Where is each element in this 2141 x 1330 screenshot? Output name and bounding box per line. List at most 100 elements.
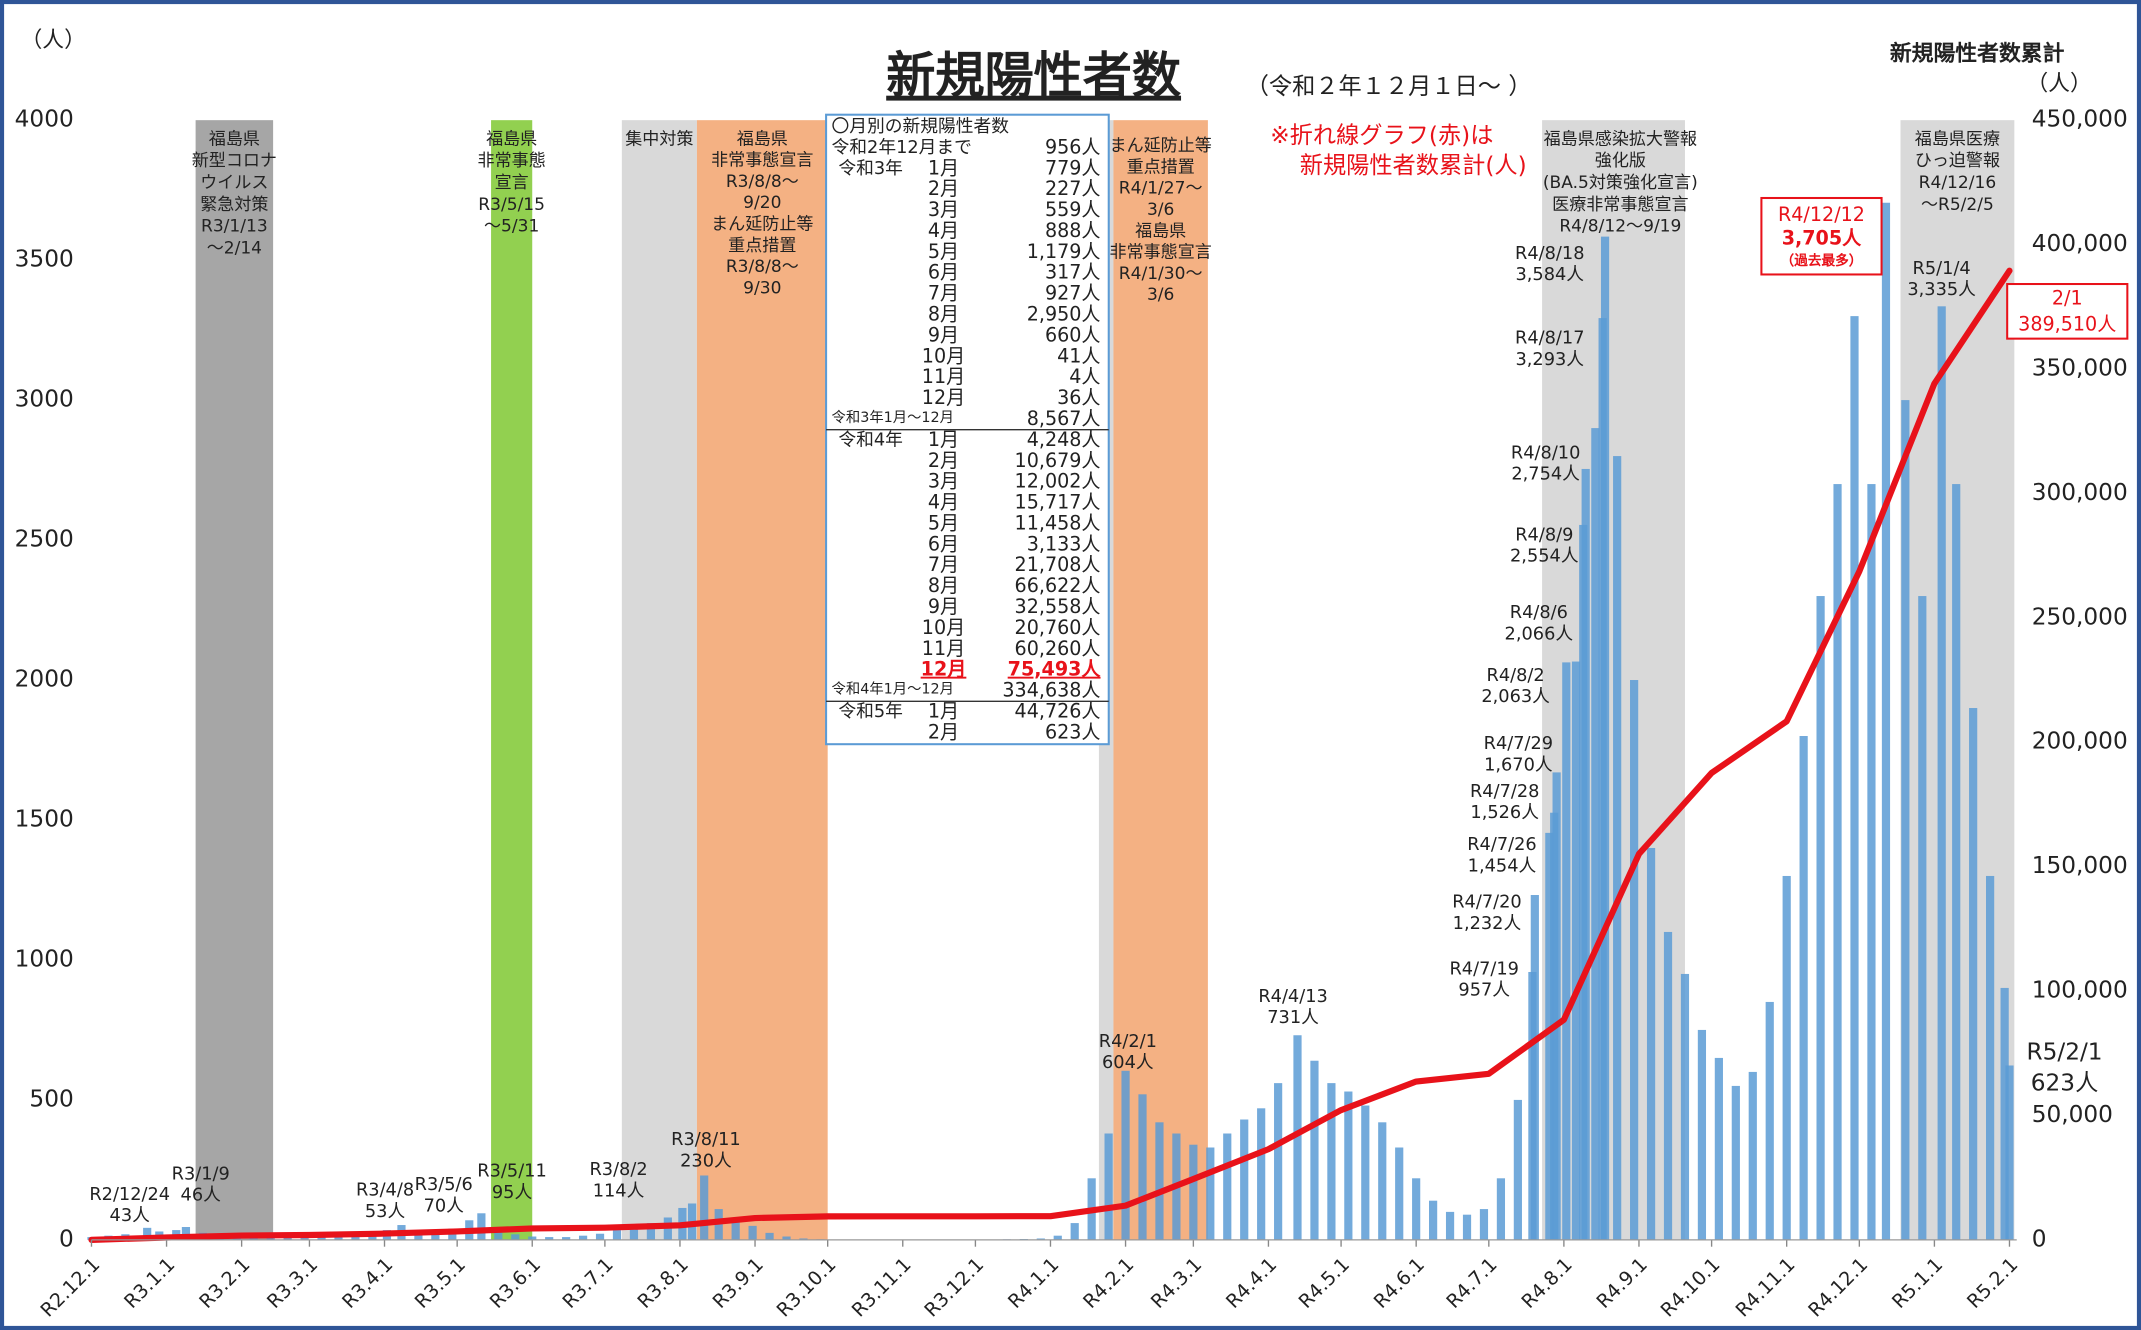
table-month: 9月 — [928, 595, 959, 618]
bar — [1053, 1235, 1062, 1240]
bar — [1240, 1119, 1249, 1240]
bar — [1513, 1099, 1522, 1240]
table-total-label: 令和4年1月～12月 — [832, 681, 954, 698]
chart-title: 新規陽性者数 — [886, 47, 1182, 105]
bar — [266, 1238, 275, 1240]
bar — [1748, 1071, 1757, 1240]
bar — [700, 1175, 709, 1240]
table-value: 2,950人 — [1027, 303, 1101, 326]
table-value: 10,679人 — [1015, 449, 1101, 472]
period-label: まん延防止等 — [711, 214, 813, 234]
y2-tick-label: 150,000 — [2032, 852, 2128, 879]
table-value: 4人 — [1069, 365, 1100, 388]
bar — [431, 1231, 440, 1240]
bar — [1816, 596, 1825, 1240]
bar — [1986, 875, 1995, 1240]
annotation: R4/7/20 — [1452, 893, 1521, 913]
table-title: 〇月別の新規陽性者数 — [832, 116, 1010, 137]
annotation: 53人 — [365, 1201, 406, 1222]
table-month: 8月 — [928, 303, 959, 326]
bar — [612, 1230, 622, 1240]
annotation: R4/4/13 — [1258, 987, 1327, 1007]
bar — [1121, 1070, 1130, 1240]
period-band — [1113, 120, 1208, 1240]
y-unit: （人） — [20, 28, 85, 53]
table-month: 12月 — [922, 386, 965, 409]
annotation: R4/2/1 — [1099, 1032, 1157, 1052]
bar — [1104, 1133, 1113, 1240]
table-month: 7月 — [928, 282, 959, 305]
table-month: 9月 — [928, 323, 959, 346]
bar — [1881, 202, 1891, 1240]
table-value: 66,622人 — [1015, 574, 1101, 597]
period-label: 重点措置 — [728, 236, 796, 256]
annotation: 2,554人 — [1510, 545, 1579, 566]
period-label: 3/6 — [1147, 285, 1174, 305]
y-tick-label: 3000 — [15, 386, 74, 413]
chart-subtitle: （令和２年１２月１日～ ） — [1246, 73, 1532, 100]
bar — [1223, 1133, 1232, 1240]
note: ※折れ線グラフ(赤)は — [1270, 122, 1493, 149]
y-tick-label: 500 — [29, 1085, 73, 1112]
annotation: 3,584人 — [1515, 264, 1584, 285]
period-label: R4/1/27～ — [1119, 179, 1203, 199]
annotation: R4/8/10 — [1511, 443, 1580, 463]
period-label: 医療非常事態宣言 — [1552, 195, 1688, 215]
bar — [1036, 1238, 1045, 1240]
bar — [595, 1233, 605, 1240]
y-tick-label: 1500 — [15, 805, 74, 832]
bar — [1581, 468, 1590, 1240]
period-label: 3/6 — [1147, 200, 1174, 220]
bar — [1782, 875, 1791, 1240]
period-label: 福島県 — [209, 129, 260, 149]
y2-tick-label: 50,000 — [2032, 1101, 2113, 1128]
period-label: R3/8/8～ — [726, 172, 799, 192]
bar — [1969, 708, 1978, 1240]
bar — [1937, 306, 1946, 1240]
bar — [1552, 772, 1561, 1240]
period-label: 非常事態宣言 — [711, 151, 813, 171]
period-label: ひっ迫警報 — [1915, 151, 2000, 171]
bar — [765, 1232, 774, 1240]
y2-tick-label: 100,000 — [2032, 977, 2128, 1004]
period-label: 福島県 — [737, 129, 788, 149]
bar — [1663, 931, 1673, 1240]
annotation: 1,232人 — [1453, 913, 1522, 934]
bar — [528, 1236, 537, 1240]
table-month: 7月 — [928, 553, 959, 576]
table-month: 1月 — [928, 699, 959, 722]
bar — [1545, 832, 1554, 1240]
y-tick-label: 2500 — [15, 526, 74, 553]
bar — [578, 1235, 588, 1240]
period-band — [195, 120, 274, 1240]
annotation: R3/4/8 — [356, 1181, 414, 1201]
table-month: 5月 — [928, 511, 959, 534]
table-value: 20,760人 — [1015, 616, 1101, 639]
bar — [1530, 895, 1539, 1240]
table-month: 4月 — [928, 491, 959, 514]
peak-box — [1760, 196, 1883, 276]
table-group: 令和2年12月まで — [832, 137, 972, 158]
table-value: 8,567人 — [1027, 407, 1101, 430]
period-label: 非常事態 — [478, 151, 546, 171]
table-value: 44,726人 — [1015, 699, 1101, 722]
bar — [1867, 484, 1876, 1240]
bar — [1952, 484, 1961, 1240]
bar — [1731, 1085, 1740, 1240]
bar — [562, 1237, 571, 1240]
bar — [477, 1213, 486, 1240]
y2-tick-label: 350,000 — [2032, 354, 2128, 381]
bar — [1591, 428, 1600, 1240]
latest-cumulative: 2/1 — [2052, 287, 2083, 310]
bar — [1361, 1105, 1370, 1240]
bar — [1799, 736, 1808, 1240]
annotation: R3/5/6 — [415, 1175, 473, 1195]
bar — [1310, 1060, 1319, 1240]
bar — [494, 1227, 503, 1240]
bar — [748, 1225, 757, 1240]
y2-title: 新規陽性者数累計 — [1890, 41, 2065, 67]
table-value: 623人 — [1045, 720, 1101, 743]
bar — [181, 1227, 191, 1240]
bar — [1680, 973, 1690, 1240]
bar — [782, 1236, 791, 1240]
